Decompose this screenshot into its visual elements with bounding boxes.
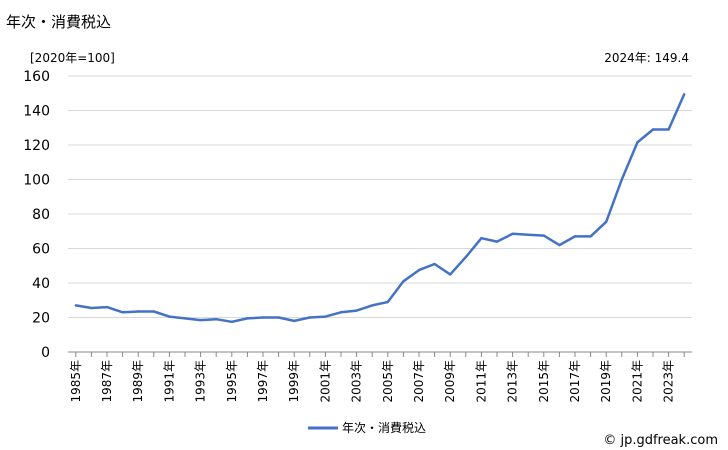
y-tick-label: 140 <box>23 104 50 120</box>
data-point <box>339 311 343 314</box>
data-point <box>324 315 327 318</box>
x-tick-label: 1997年 <box>256 360 270 403</box>
latest-value-annotation: 2024年: 149.4 <box>604 51 689 65</box>
y-tick-label: 60 <box>32 242 50 258</box>
data-point <box>667 128 670 131</box>
y-tick-label: 120 <box>23 138 50 154</box>
y-tick-label: 80 <box>32 207 50 223</box>
data-point <box>230 320 233 324</box>
y-axis: 0 20 40 60 80 100 120 140 160 <box>23 69 50 361</box>
x-tick-label: 1993年 <box>194 360 208 403</box>
x-tick-label: 2023年 <box>662 360 676 403</box>
data-point <box>246 317 249 320</box>
x-tick-label: 1985年 <box>69 360 83 403</box>
data-point <box>261 316 265 319</box>
data-point <box>542 234 545 237</box>
data-point <box>293 319 296 323</box>
x-axis: 1985年 1987年 1989年 1991年 1993年 1995年 1997年 1999年… <box>69 352 685 403</box>
data-point <box>199 318 202 322</box>
data-point <box>495 240 499 243</box>
data-point <box>105 305 109 309</box>
x-tick-label: 2003年 <box>350 360 364 403</box>
data-point <box>620 178 623 181</box>
data-point <box>183 317 187 320</box>
x-tick-label: 1995年 <box>225 360 239 403</box>
x-tick-label: 2017年 <box>568 360 582 403</box>
x-tick-label: 1989年 <box>131 360 145 403</box>
data-point <box>215 318 218 321</box>
x-tick-label: 1987年 <box>100 360 114 403</box>
data-point <box>308 316 311 319</box>
x-tick-label: 2015年 <box>537 360 551 403</box>
y-tick-label: 160 <box>23 69 50 85</box>
data-point <box>651 128 655 131</box>
data-point <box>402 280 405 283</box>
chart-title: 年次・消費税込 <box>6 13 111 31</box>
data-point <box>511 232 514 236</box>
data-point <box>355 309 358 312</box>
y-tick-label: 0 <box>41 345 50 361</box>
data-point <box>74 304 78 307</box>
data-point <box>277 316 280 319</box>
data-point <box>573 235 577 238</box>
data-point <box>386 300 389 304</box>
data-point <box>168 315 171 318</box>
data-point <box>683 93 686 96</box>
x-tick-label: 1999年 <box>287 360 301 403</box>
data-point <box>121 311 124 314</box>
series-line <box>75 93 686 324</box>
watermark: © jp.gdfreak.com <box>603 433 718 448</box>
x-tick-label: 2021年 <box>630 360 644 403</box>
data-point <box>589 235 592 238</box>
data-point <box>636 141 639 144</box>
x-tick-label: 2011年 <box>474 360 488 403</box>
gridlines <box>68 75 692 353</box>
data-point <box>449 273 452 276</box>
data-point <box>417 268 421 272</box>
x-tick-label: 2009年 <box>443 360 457 403</box>
unit-label: [2020年=100] <box>30 51 115 65</box>
data-point <box>527 233 530 236</box>
x-tick-label: 2019年 <box>599 360 613 403</box>
data-point <box>371 304 374 307</box>
data-point <box>90 306 93 310</box>
data-point <box>137 310 140 313</box>
x-tick-label: 2001年 <box>318 360 332 403</box>
x-tick-label: 1991年 <box>162 360 176 403</box>
y-tick-label: 40 <box>32 276 50 292</box>
data-point <box>152 310 155 313</box>
data-point <box>480 236 483 240</box>
data-point <box>558 243 561 247</box>
series-lines <box>74 93 686 324</box>
data-point <box>464 255 467 259</box>
y-tick-label: 100 <box>23 173 50 189</box>
data-point <box>605 220 608 223</box>
x-tick-label: 2007年 <box>412 360 426 403</box>
x-tick-label: 2013年 <box>506 360 520 403</box>
data-point <box>433 262 436 266</box>
y-tick-label: 20 <box>32 311 50 327</box>
x-tick-label: 2005年 <box>381 360 395 403</box>
legend: 年次・消費税込 <box>308 420 426 435</box>
legend-label: 年次・消費税込 <box>342 420 426 435</box>
